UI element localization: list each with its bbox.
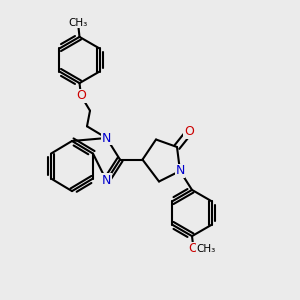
Text: O: O	[76, 89, 86, 102]
Text: N: N	[102, 174, 111, 187]
Text: O: O	[184, 125, 194, 139]
Text: O: O	[189, 242, 198, 255]
Text: CH₃: CH₃	[68, 17, 88, 28]
Text: N: N	[102, 131, 111, 145]
Text: N: N	[175, 164, 185, 178]
Text: CH₃: CH₃	[196, 244, 216, 254]
